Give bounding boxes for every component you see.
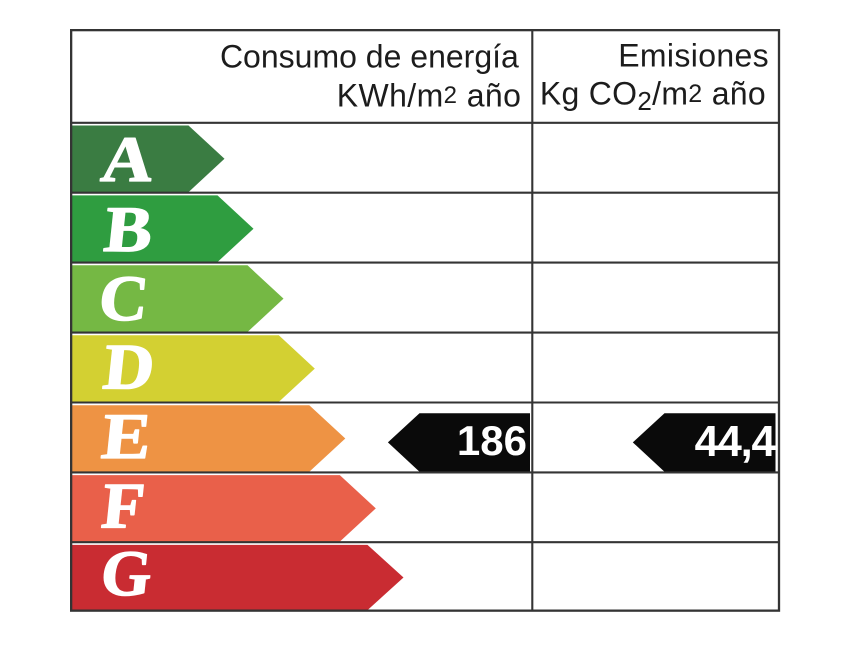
svg-text:Kg CO2/m2 año: Kg CO2/m2 año <box>540 76 766 117</box>
svg-text:D: D <box>100 331 158 403</box>
svg-text:186: 186 <box>457 417 527 464</box>
svg-text:A: A <box>98 123 157 195</box>
svg-text:B: B <box>101 193 156 265</box>
svg-text:G: G <box>97 538 155 610</box>
svg-text:44,4: 44,4 <box>695 418 776 466</box>
svg-text:Consumo de energía: Consumo de energía <box>220 38 519 74</box>
svg-text:E: E <box>98 401 155 473</box>
svg-text:KWh/m2 año: KWh/m2 año <box>337 78 522 114</box>
svg-text:F: F <box>98 469 148 542</box>
svg-text:C: C <box>95 263 152 335</box>
svg-text:Emisiones: Emisiones <box>618 38 769 74</box>
